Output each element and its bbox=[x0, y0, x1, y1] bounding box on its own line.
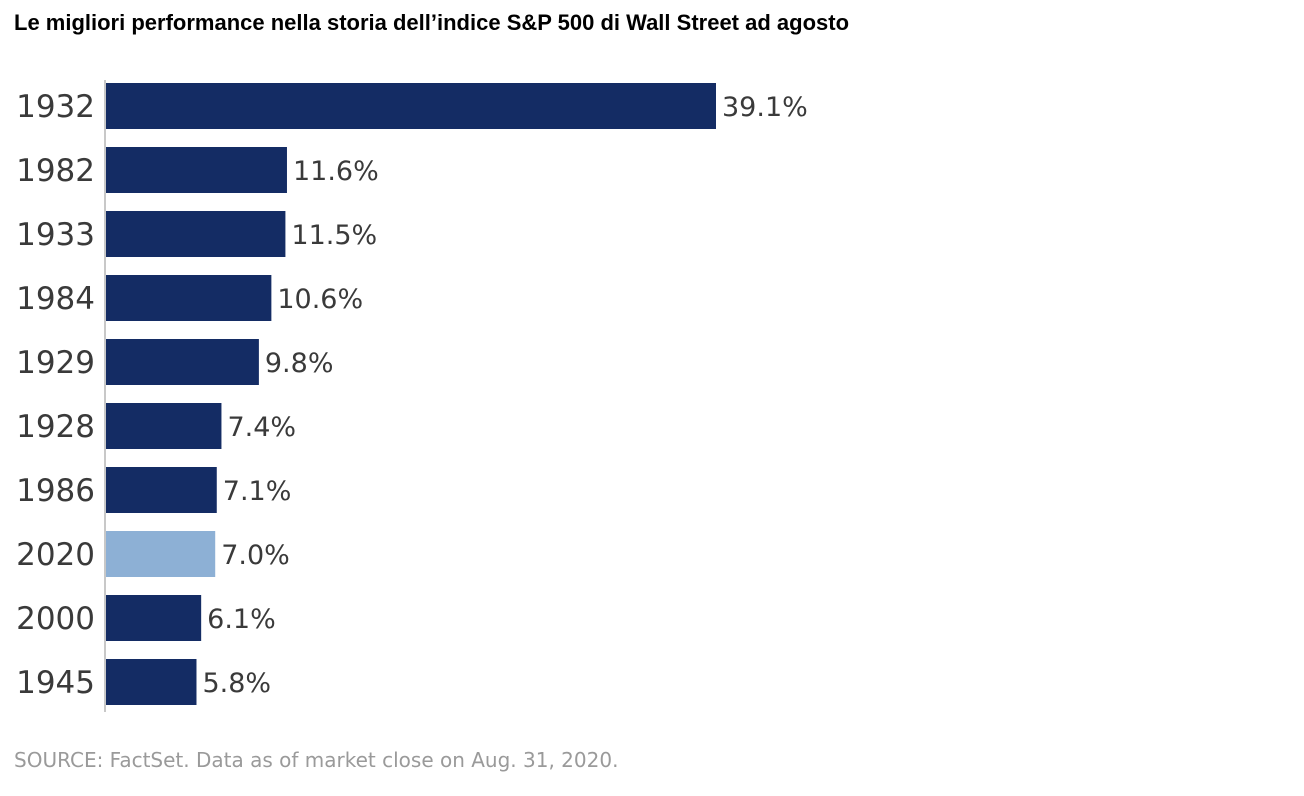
value-label-1984: 10.6% bbox=[277, 284, 363, 315]
category-label-1933: 1933 bbox=[16, 217, 95, 253]
category-label-1986: 1986 bbox=[16, 473, 95, 509]
category-label-2000: 2000 bbox=[16, 601, 95, 637]
bar-2000 bbox=[106, 595, 202, 641]
category-label-1982: 1982 bbox=[16, 153, 95, 189]
bar-1933 bbox=[106, 211, 286, 257]
category-label-1932: 1932 bbox=[16, 89, 95, 125]
value-label-1986: 7.1% bbox=[223, 476, 292, 507]
value-label-1933: 11.5% bbox=[291, 220, 377, 251]
chart-title: Le migliori performance nella storia del… bbox=[14, 10, 850, 35]
bar-1984 bbox=[106, 275, 272, 321]
value-label-2020: 7.0% bbox=[221, 540, 290, 571]
bar-1928 bbox=[106, 403, 222, 449]
bar-1932 bbox=[106, 83, 716, 129]
bar-1982 bbox=[106, 147, 287, 193]
category-label-1929: 1929 bbox=[16, 345, 95, 381]
source-note: SOURCE: FactSet. Data as of market close… bbox=[14, 748, 619, 772]
bar-1929 bbox=[106, 339, 259, 385]
bar-1986 bbox=[106, 467, 217, 513]
value-label-2000: 6.1% bbox=[207, 604, 276, 635]
category-label-1928: 1928 bbox=[16, 409, 95, 445]
bar-2020 bbox=[106, 531, 216, 577]
value-label-1982: 11.6% bbox=[293, 156, 379, 187]
bar-1945 bbox=[106, 659, 197, 705]
value-label-1932: 39.1% bbox=[722, 92, 808, 123]
category-label-1984: 1984 bbox=[16, 281, 95, 317]
value-label-1928: 7.4% bbox=[227, 412, 296, 443]
value-label-1945: 5.8% bbox=[202, 668, 271, 699]
value-label-1929: 9.8% bbox=[265, 348, 334, 379]
category-label-2020: 2020 bbox=[16, 537, 95, 573]
category-label-1945: 1945 bbox=[16, 665, 95, 701]
